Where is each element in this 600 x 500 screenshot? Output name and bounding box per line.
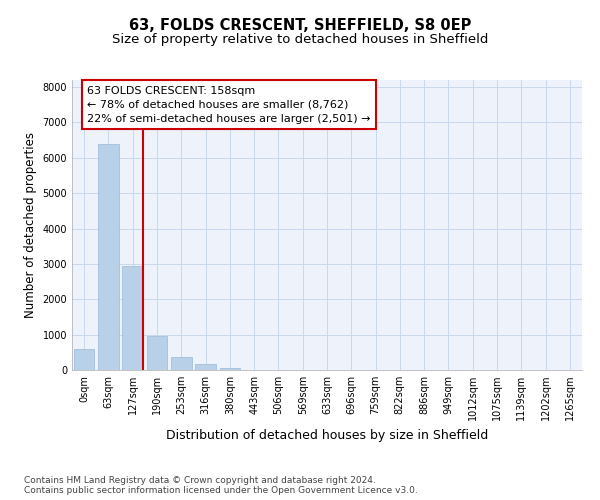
- Text: Contains HM Land Registry data © Crown copyright and database right 2024.
Contai: Contains HM Land Registry data © Crown c…: [24, 476, 418, 495]
- Text: 63 FOLDS CRESCENT: 158sqm
← 78% of detached houses are smaller (8,762)
22% of se: 63 FOLDS CRESCENT: 158sqm ← 78% of detac…: [88, 86, 371, 124]
- Bar: [171, 357, 191, 370]
- Bar: [220, 368, 240, 370]
- X-axis label: Distribution of detached houses by size in Sheffield: Distribution of detached houses by size …: [166, 428, 488, 442]
- Bar: [195, 364, 216, 370]
- Bar: [98, 144, 119, 370]
- Text: 63, FOLDS CRESCENT, SHEFFIELD, S8 0EP: 63, FOLDS CRESCENT, SHEFFIELD, S8 0EP: [129, 18, 471, 32]
- Text: Size of property relative to detached houses in Sheffield: Size of property relative to detached ho…: [112, 32, 488, 46]
- Bar: [122, 266, 143, 370]
- Bar: [146, 336, 167, 370]
- Bar: [74, 350, 94, 370]
- Y-axis label: Number of detached properties: Number of detached properties: [24, 132, 37, 318]
